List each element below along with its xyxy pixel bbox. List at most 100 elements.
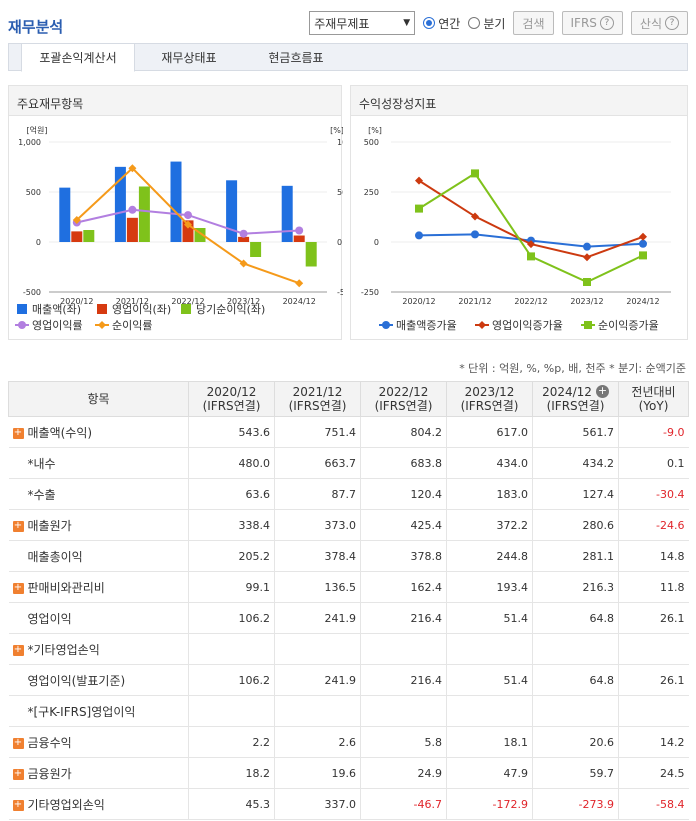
header-2023-basis: (IFRS연결) [460, 399, 519, 413]
y-tick: 500 [364, 138, 379, 147]
expand-icon[interactable]: + [12, 736, 24, 749]
formula-button[interactable]: 산식 ? [630, 11, 688, 35]
y-tick-right: 100 [337, 138, 343, 147]
legend-swatch [181, 304, 191, 314]
yoy-cell [618, 633, 689, 665]
legend-swatch [97, 304, 107, 314]
row-label: *수출 [27, 487, 56, 502]
expand-icon[interactable]: + [12, 426, 24, 439]
yoy-cell: 0.1 [618, 447, 689, 479]
header-2020-basis: (IFRS연결) [202, 399, 261, 413]
formula-button-label: 산식 [639, 16, 662, 31]
bar [238, 236, 250, 242]
tab-balance-sheet-label: 재무상태표 [161, 51, 217, 65]
row-label-cell: 영업이익(발표기준) [8, 664, 189, 696]
value-cell: 683.8 [360, 447, 447, 479]
line-point [639, 239, 647, 248]
header-2022-basis: (IFRS연결) [374, 399, 433, 413]
growth-chart-title: 수익성장성지표 [351, 86, 687, 116]
y-tick-left: 1,000 [18, 138, 41, 147]
table-row: + 판매비와관리비 99.1 136.5 162.4 193.4 216.3 11.8 [8, 571, 689, 603]
table-row: + 매출원가 338.4 373.0 425.4 372.2 280.6 -24.6 [8, 509, 689, 541]
table-header-row: 항목 2020/12 (IFRS연결) 2021/12 (IFRS연결) 2022/… [8, 381, 689, 417]
row-label-cell: *수출 [8, 478, 189, 510]
row-label: 판매비와관리비 [27, 580, 105, 595]
controls-bar: 주재무제표 ▼ 연간 분기 검색 IFRS ? 산식 ? [309, 11, 688, 35]
search-button[interactable]: 검색 [513, 11, 554, 35]
header-2023-year: 2023/12 [464, 385, 515, 399]
yoy-cell: -24.6 [618, 509, 689, 541]
row-label-cell: + 금융원가 [8, 757, 189, 789]
row-label: 영업이익 [27, 611, 72, 626]
expand-icon[interactable]: + [12, 643, 24, 656]
tab-cash-flow[interactable]: 현금흐름표 [241, 43, 351, 72]
tab-income-statement-label: 포괄손익계산서 [39, 51, 117, 65]
table-row: + 매출액(수익) 543.6 751.4 804.2 617.0 561.7 -9.0 [8, 416, 689, 448]
yoy-cell: -30.4 [618, 478, 689, 510]
expand-icon[interactable]: + [12, 798, 24, 811]
tab-balance-sheet[interactable]: 재무상태표 [139, 43, 239, 72]
main-items-chart: 1,0001005005000-500-50[억원][%]2020/122021… [15, 125, 343, 332]
expand-icon[interactable]: + [12, 519, 24, 532]
table-row: + 기타영업외손익 45.3 337.0 -46.7 -172.9 -273.9 -58.4 [8, 788, 689, 820]
add-column-icon[interactable]: + [595, 384, 609, 398]
value-cell: 99.1 [188, 571, 275, 603]
bar [293, 235, 305, 242]
yoy-cell: 14.2 [618, 726, 689, 758]
value-cell: 2.2 [188, 726, 275, 758]
row-label-cell: *내수 [8, 447, 189, 479]
row-label: 매출원가 [27, 518, 72, 533]
row-label: 금융수익 [27, 735, 72, 750]
row-label: *기타영업손익 [27, 642, 100, 657]
radio-quarter-dot[interactable] [468, 17, 481, 29]
radio-annual-dot[interactable] [423, 17, 436, 29]
value-cell: 425.4 [360, 509, 447, 541]
statement-select[interactable]: 주재무제표 ▼ [309, 11, 416, 35]
x-tick: 2020/12 [402, 297, 435, 306]
expand-icon[interactable]: + [12, 767, 24, 780]
legend-label: 영업이익률 [32, 319, 83, 332]
row-label: 매출총이익 [27, 549, 83, 564]
legend-label: 영업이익(좌) [112, 303, 171, 316]
table-row: + *기타영업손익 [8, 633, 689, 665]
x-tick: 2020/12 [60, 297, 93, 306]
value-cell: 378.8 [360, 540, 447, 572]
value-cell: 434.2 [532, 447, 619, 479]
y-tick-right: 50 [337, 188, 343, 197]
x-tick: 2022/12 [171, 297, 204, 306]
tab-income-statement[interactable]: 포괄손익계산서 [21, 43, 135, 72]
bar [182, 220, 194, 242]
help-icon: ? [665, 16, 679, 30]
y-tick: -250 [361, 288, 379, 297]
chevron-down-icon: ▼ [403, 18, 411, 28]
value-cell [532, 633, 619, 665]
value-cell: 87.7 [274, 478, 361, 510]
value-cell: 337.0 [274, 788, 361, 820]
ifrs-button[interactable]: IFRS ? [561, 11, 623, 35]
value-cell: 19.6 [274, 757, 361, 789]
value-cell [446, 695, 533, 727]
radio-quarter[interactable]: 분기 [468, 15, 505, 32]
bar [138, 186, 150, 242]
yoy-cell: 26.1 [618, 664, 689, 696]
expand-icon[interactable]: + [12, 581, 24, 594]
legend-label: 매출액(좌) [32, 303, 81, 316]
value-cell: 241.9 [274, 664, 361, 696]
table-row: *내수 480.0 663.7 683.8 434.0 434.2 0.1 [8, 447, 689, 479]
line-point [583, 253, 591, 262]
value-cell: 106.2 [188, 602, 275, 634]
line-point [239, 259, 248, 268]
value-cell: 18.2 [188, 757, 275, 789]
x-tick: 2021/12 [458, 297, 491, 306]
bar [59, 187, 71, 242]
legend-marker [98, 321, 106, 329]
value-cell: 45.3 [188, 788, 275, 820]
help-icon: ? [599, 16, 614, 30]
value-cell: 18.1 [446, 726, 533, 758]
radio-annual[interactable]: 연간 [423, 15, 460, 32]
bar [126, 217, 138, 242]
value-cell: 106.2 [188, 664, 275, 696]
legend-label: 순이익증가율 [598, 319, 659, 332]
line-point [128, 164, 137, 173]
row-label: 금융원가 [27, 766, 72, 781]
